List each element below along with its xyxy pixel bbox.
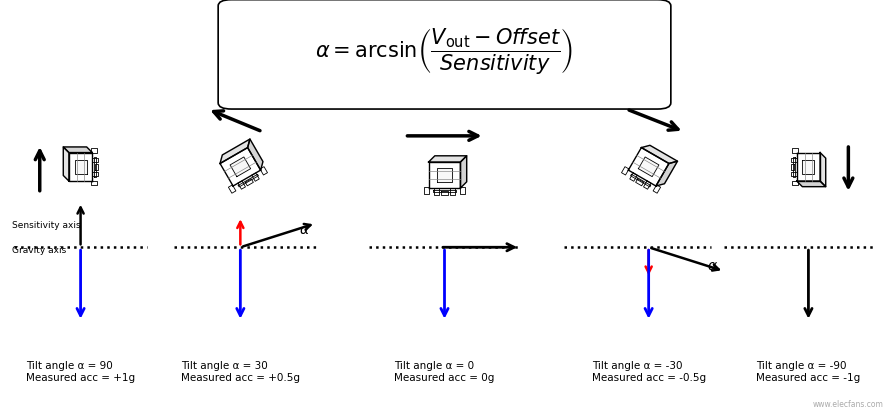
Polygon shape — [630, 175, 651, 188]
Polygon shape — [252, 173, 260, 182]
Polygon shape — [797, 153, 820, 182]
Polygon shape — [803, 160, 814, 175]
Polygon shape — [461, 157, 467, 189]
Polygon shape — [428, 157, 467, 163]
Text: Tilt angle α = -90
Measured acc = -1g: Tilt angle α = -90 Measured acc = -1g — [757, 361, 861, 382]
Polygon shape — [230, 158, 251, 177]
Polygon shape — [820, 153, 826, 187]
Text: www.elecfans.com: www.elecfans.com — [813, 399, 884, 408]
Polygon shape — [656, 162, 677, 187]
Polygon shape — [248, 140, 263, 171]
Polygon shape — [433, 191, 456, 192]
Text: $\mathit{\alpha} = \mathrm{arcsin}\left(\dfrac{V_{\mathrm{out}} - \mathit{Offset: $\mathit{\alpha} = \mathrm{arcsin}\left(… — [316, 27, 573, 77]
Polygon shape — [636, 179, 644, 186]
Polygon shape — [92, 173, 99, 177]
Text: Gravity axis: Gravity axis — [12, 245, 67, 254]
Text: $\alpha$: $\alpha$ — [299, 222, 309, 236]
Text: Tilt angle α = 0
Measured acc = 0g: Tilt angle α = 0 Measured acc = 0g — [395, 361, 494, 382]
Polygon shape — [434, 189, 439, 195]
Polygon shape — [793, 157, 795, 177]
Polygon shape — [428, 163, 461, 189]
Polygon shape — [95, 164, 99, 171]
Polygon shape — [441, 192, 448, 195]
Text: Tilt angle α = 90
Measured acc = +1g: Tilt angle α = 90 Measured acc = +1g — [26, 361, 135, 382]
Polygon shape — [94, 157, 96, 177]
Polygon shape — [638, 158, 659, 177]
Text: Sensitivity axis: Sensitivity axis — [12, 221, 81, 230]
Text: Tilt angle α = 30
Measured acc = +0.5g: Tilt angle α = 30 Measured acc = +0.5g — [180, 361, 300, 382]
Text: Tilt angle α = -30
Measured acc = -0.5g: Tilt angle α = -30 Measured acc = -0.5g — [591, 361, 706, 382]
Polygon shape — [63, 147, 92, 153]
Polygon shape — [238, 181, 245, 190]
Polygon shape — [245, 179, 253, 186]
Polygon shape — [63, 147, 69, 182]
Polygon shape — [69, 153, 92, 182]
Polygon shape — [220, 148, 260, 187]
Polygon shape — [790, 173, 797, 177]
Polygon shape — [436, 169, 453, 183]
Polygon shape — [797, 182, 826, 187]
Polygon shape — [75, 160, 86, 175]
Polygon shape — [220, 140, 250, 164]
Polygon shape — [629, 148, 669, 187]
Polygon shape — [92, 158, 99, 162]
Polygon shape — [450, 189, 455, 195]
Text: $\alpha$: $\alpha$ — [707, 258, 718, 272]
Polygon shape — [644, 181, 651, 190]
Polygon shape — [790, 164, 794, 171]
Polygon shape — [629, 173, 637, 182]
Polygon shape — [238, 175, 259, 188]
Polygon shape — [641, 146, 677, 164]
FancyBboxPatch shape — [218, 1, 671, 110]
Polygon shape — [790, 158, 797, 162]
